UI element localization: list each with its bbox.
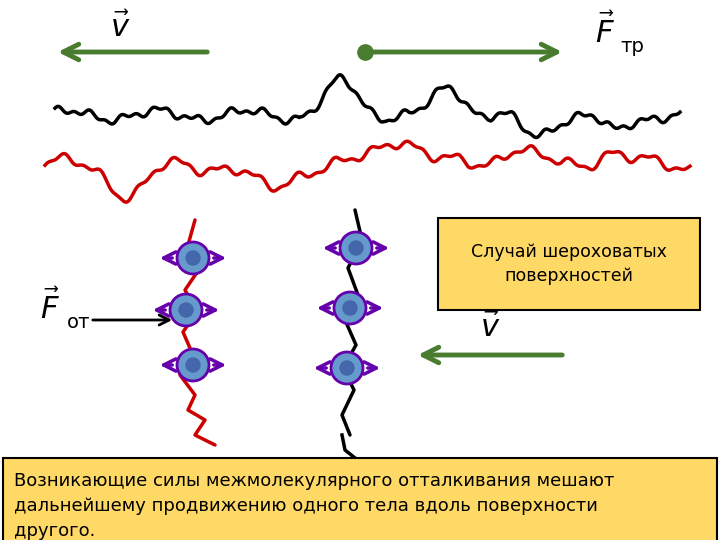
Text: Возникающие силы межмолекулярного отталкивания мешают
дальнейшему продвижению од: Возникающие силы межмолекулярного отталк… (14, 472, 614, 540)
Text: $\vec{F}$: $\vec{F}$ (40, 290, 60, 326)
Circle shape (343, 301, 357, 315)
Text: от: от (67, 313, 91, 332)
Circle shape (179, 303, 193, 317)
Text: $\vec{v}$: $\vec{v}$ (480, 313, 500, 343)
Circle shape (186, 251, 200, 265)
Text: Случай шероховатых
поверхностей: Случай шероховатых поверхностей (471, 243, 667, 285)
FancyBboxPatch shape (3, 458, 717, 540)
Text: $\vec{F}$: $\vec{F}$ (595, 14, 615, 50)
FancyBboxPatch shape (438, 218, 700, 310)
Circle shape (177, 349, 209, 381)
Circle shape (334, 292, 366, 324)
Circle shape (331, 352, 363, 384)
Circle shape (186, 358, 200, 372)
Circle shape (177, 242, 209, 274)
Circle shape (170, 294, 202, 326)
Circle shape (349, 241, 363, 255)
Text: $\vec{v}$: $\vec{v}$ (109, 12, 130, 44)
Circle shape (340, 232, 372, 264)
Text: тр: тр (620, 37, 644, 56)
Circle shape (340, 361, 354, 375)
